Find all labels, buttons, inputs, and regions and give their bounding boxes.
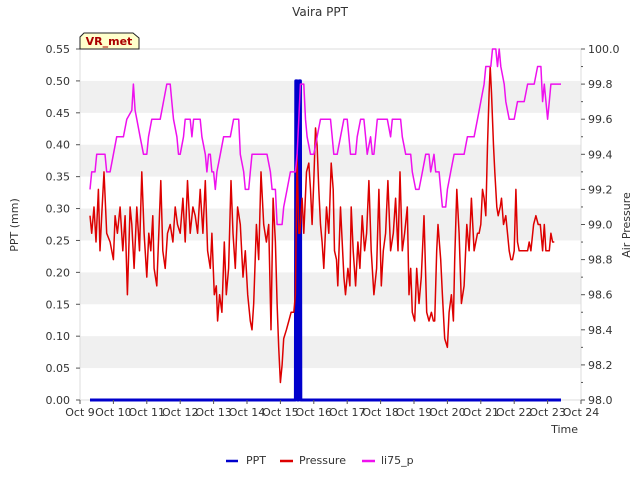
x-tick-label: Oct 21 [463, 406, 500, 419]
x-tick-label: Oct 11 [129, 406, 166, 419]
left-tick-label: 0.30 [46, 203, 71, 216]
x-tick-label: Oct 22 [496, 406, 533, 419]
x-tick-label: Oct 20 [429, 406, 466, 419]
site-badge: VR_met [79, 32, 140, 50]
right-axis: 98.0 98.2 98.4 98.6 98.8 99.0 99.2 99.4 99.6 99.8… [581, 43, 620, 407]
right-tick-label: 98.8 [588, 254, 613, 267]
left-tick-label: 0.20 [46, 266, 71, 279]
left-tick-label: 0.15 [46, 298, 71, 311]
right-tick-label: 99.0 [588, 219, 613, 232]
li75-line [89, 48, 561, 226]
pressure-series-layer [89, 65, 555, 384]
site-badge-text: VR_met [86, 35, 133, 48]
x-tick-label: Oct 15 [262, 406, 299, 419]
li75-series-layer [89, 48, 561, 226]
left-tick-label: 0.50 [46, 75, 71, 88]
legend-ppt-label: PPT [246, 454, 266, 467]
left-tick-label: 0.45 [46, 107, 71, 120]
right-tick-label: 99.6 [588, 113, 613, 126]
x-tick-label: Oct 24 [563, 406, 600, 419]
left-tick-label: 0.35 [46, 171, 71, 184]
right-tick-label: 99.4 [588, 148, 613, 161]
x-tick-label: Oct 23 [529, 406, 566, 419]
left-tick-label: 0.40 [46, 139, 71, 152]
x-axis-label: Time [550, 423, 578, 436]
left-tick-label: 0.25 [46, 234, 71, 247]
right-tick-label: 99.8 [588, 78, 613, 91]
x-tick-label: Oct 14 [229, 406, 266, 419]
left-axis: 0.00 0.05 0.10 0.15 0.20 0.25 0.30 0.35 0.40 0.45… [46, 43, 80, 407]
pressure-line [89, 65, 555, 384]
x-tick-label: Oct 10 [95, 406, 132, 419]
right-tick-label: 98.2 [588, 359, 613, 372]
left-tick-label: 0.10 [46, 330, 71, 343]
right-tick-label: 100.0 [588, 43, 620, 56]
legend: PPT Pressure li75_p [226, 454, 414, 467]
chart-title: Vaira PPT [292, 5, 349, 19]
left-tick-label: 0.55 [46, 43, 71, 56]
grid-band [80, 272, 581, 305]
x-tick-label: Oct 19 [396, 406, 433, 419]
grid-band [80, 80, 581, 113]
legend-pressure-label: Pressure [299, 454, 346, 467]
x-tick-label: Oct 12 [162, 406, 199, 419]
right-axis-label: Air Pressure [620, 192, 633, 258]
right-tick-label: 99.2 [588, 183, 613, 196]
right-tick-label: 98.4 [588, 324, 613, 337]
left-tick-label: 0.00 [46, 394, 71, 407]
site-badge-box [79, 32, 140, 50]
x-tick-label: Oct 9 [65, 406, 95, 419]
right-tick-label: 98.0 [588, 394, 613, 407]
right-tick-label: 98.6 [588, 289, 613, 302]
x-tick-label: Oct 17 [329, 406, 366, 419]
x-tick-label: Oct 18 [362, 406, 399, 419]
grid-band [80, 208, 581, 241]
left-tick-label: 0.05 [46, 362, 71, 375]
grid-band [80, 336, 581, 369]
legend-li75-label: li75_p [381, 454, 414, 467]
x-tick-label: Oct 13 [195, 406, 232, 419]
x-tick-label: Oct 16 [296, 406, 333, 419]
left-axis-label: PPT (mm) [8, 198, 21, 252]
